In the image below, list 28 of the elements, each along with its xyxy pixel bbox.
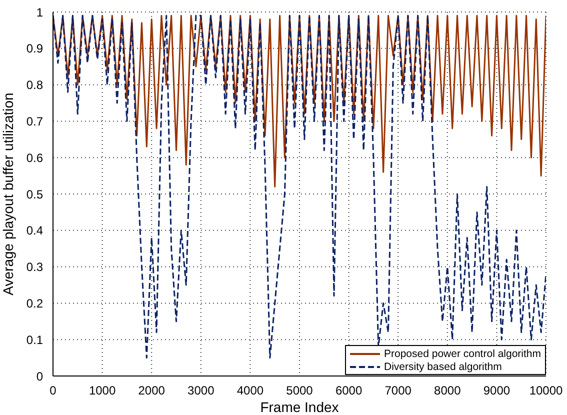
x-tick-label: 0: [50, 384, 57, 398]
legend-label: Diversity based algorithm: [384, 360, 502, 372]
y-tick-label: 1: [36, 5, 44, 20]
x-axis-title: Frame Index: [260, 399, 339, 415]
x-tick-label: 2000: [138, 384, 166, 398]
y-tick-label: 0.7: [26, 114, 44, 128]
x-tick-label: 10000: [529, 384, 564, 398]
x-tick-label: 9000: [483, 384, 510, 398]
legend-label: Proposed power control algorithm: [384, 348, 541, 360]
y-axis-title: Average playout buffer utilization: [0, 92, 16, 296]
y-tick-label: 0.4: [26, 224, 44, 238]
x-tick-label: 3000: [188, 384, 215, 398]
x-tick-label: 5000: [286, 384, 314, 398]
y-tick-label: 0.6: [26, 150, 44, 165]
y-tick-label: 0: [36, 369, 44, 384]
y-tick-label: 0.9: [26, 42, 44, 56]
line-series: [53, 14, 546, 359]
line-series: [53, 14, 546, 188]
x-tick-label: 8000: [434, 384, 462, 398]
x-tick-label: 7000: [384, 384, 412, 398]
x-tick-label: 1000: [88, 384, 116, 398]
y-tick-label: 0.3: [26, 260, 44, 274]
x-tick-label: 4000: [236, 384, 264, 398]
x-tick-label: 6000: [335, 384, 362, 398]
y-tick-label: 0.2: [26, 296, 44, 310]
y-tick-label: 0.5: [26, 187, 44, 202]
y-tick-label: 0.8: [26, 78, 44, 92]
y-tick-label: 0.1: [26, 332, 44, 347]
